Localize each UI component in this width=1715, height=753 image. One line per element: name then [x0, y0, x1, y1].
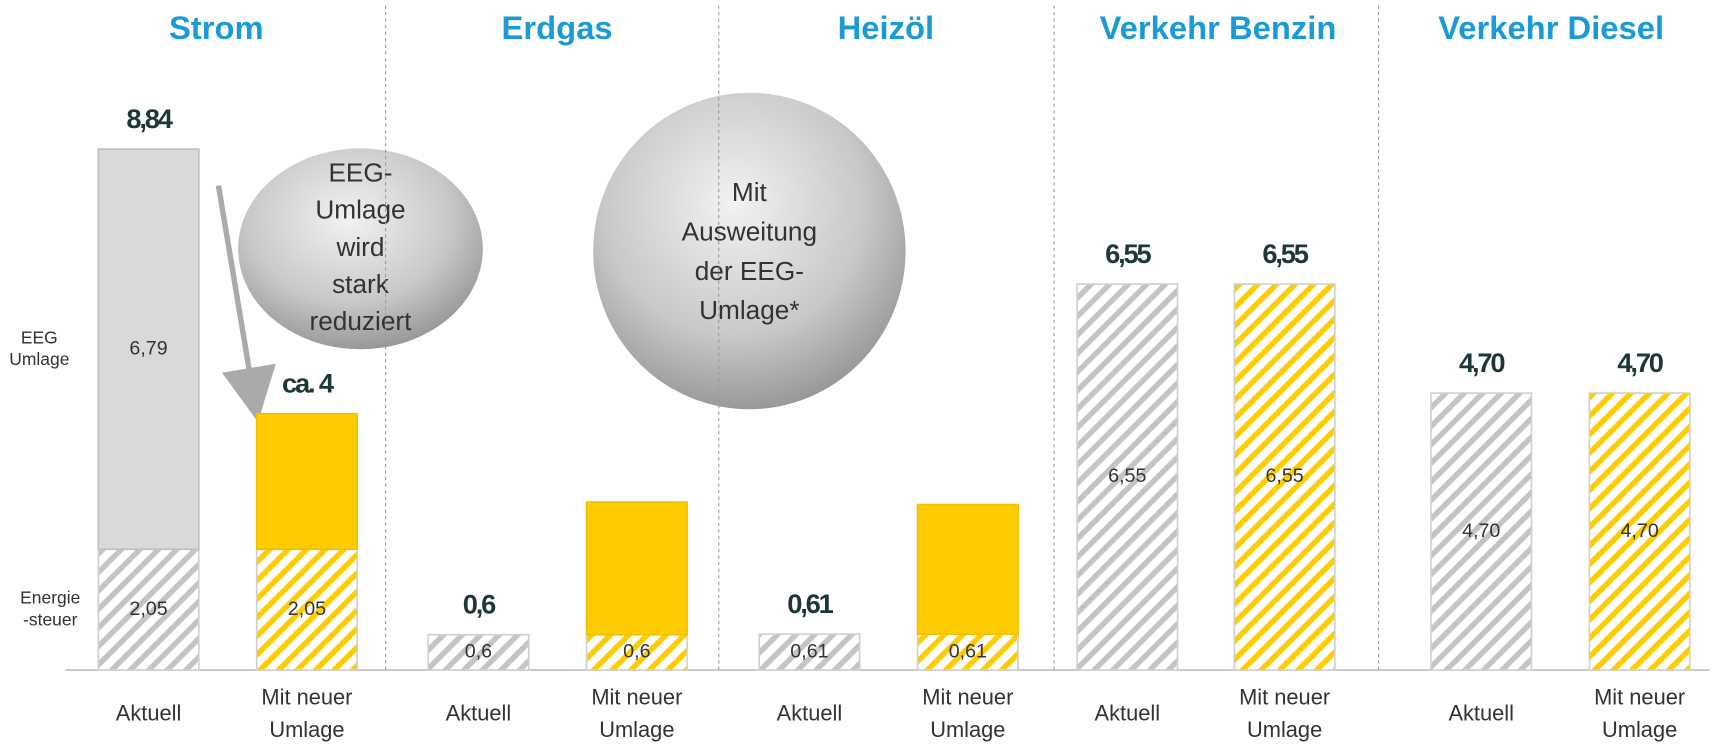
total-label: 4,70: [1459, 347, 1505, 378]
arrow: [215, 185, 276, 422]
bar-segment: [758, 633, 861, 671]
series-label: Energie -steuer: [20, 587, 80, 629]
bubble: [238, 148, 483, 350]
group-title: Strom: [169, 9, 264, 46]
total-label: 6,55: [1262, 238, 1308, 269]
segment-label: 2,05: [129, 598, 167, 620]
bar-segment: [1076, 283, 1179, 671]
bar-segment: [585, 501, 688, 636]
x-tick-label: Mit neuer Umlage: [922, 684, 1013, 742]
bar-segment: [97, 548, 200, 671]
total-label: 0,61: [787, 588, 833, 619]
segment-label: 6,79: [129, 337, 167, 359]
bar-segment: [1430, 392, 1533, 671]
segment-label: 4,70: [1462, 520, 1500, 542]
segment-label: 0,6: [623, 641, 650, 663]
x-tick-label: Aktuell: [777, 701, 843, 726]
total-label: 6,55: [1105, 238, 1151, 269]
x-tick-label: Aktuell: [1448, 701, 1514, 726]
segment-label: 0,61: [949, 640, 987, 662]
group-title: Verkehr Diesel: [1438, 9, 1664, 46]
x-tick-label: Mit neuer Umlage: [1239, 684, 1330, 742]
bar-segment: [585, 633, 688, 671]
total-label: 8,84: [126, 103, 173, 134]
group-title: Heizöl: [838, 9, 934, 46]
group-title: Verkehr Benzin: [1100, 9, 1337, 46]
bar-segment: [916, 633, 1019, 671]
bar-segment: [1588, 392, 1691, 671]
annotation: Mit Ausweitung der EEG-Umlage*: [682, 177, 817, 325]
x-tick-label: Aktuell: [116, 701, 182, 726]
segment-label: 0,61: [790, 640, 828, 662]
segment-label: 6,55: [1108, 465, 1146, 487]
bar-segment: [255, 548, 359, 671]
total-label: ca. 4: [282, 368, 335, 399]
total-label: 4,70: [1617, 347, 1663, 378]
segment-label: 2,05: [288, 598, 326, 620]
segment-label: 6,55: [1265, 465, 1303, 487]
bar-segment: [916, 503, 1019, 635]
total-label: 0,6: [463, 589, 496, 620]
x-tick-label: Mit neuer Umlage: [261, 684, 352, 742]
bar-segment: [97, 148, 200, 551]
bar-segment: [1233, 283, 1336, 671]
x-tick-label: Mit neuer Umlage: [591, 684, 682, 742]
x-tick-label: Mit neuer Umlage: [1594, 684, 1685, 742]
bubble: [593, 92, 906, 410]
bar-segment: [427, 633, 530, 671]
segment-label: 4,70: [1621, 520, 1659, 542]
x-tick-label: Aktuell: [446, 701, 512, 726]
segment-label: 0,6: [465, 641, 492, 663]
annotation: EEG-Umlage wird stark reduziert: [310, 158, 413, 336]
group-title: Erdgas: [502, 9, 613, 46]
x-tick-label: Aktuell: [1095, 701, 1161, 726]
series-label: EEG Umlage: [9, 327, 69, 369]
bar-segment: [255, 412, 359, 551]
